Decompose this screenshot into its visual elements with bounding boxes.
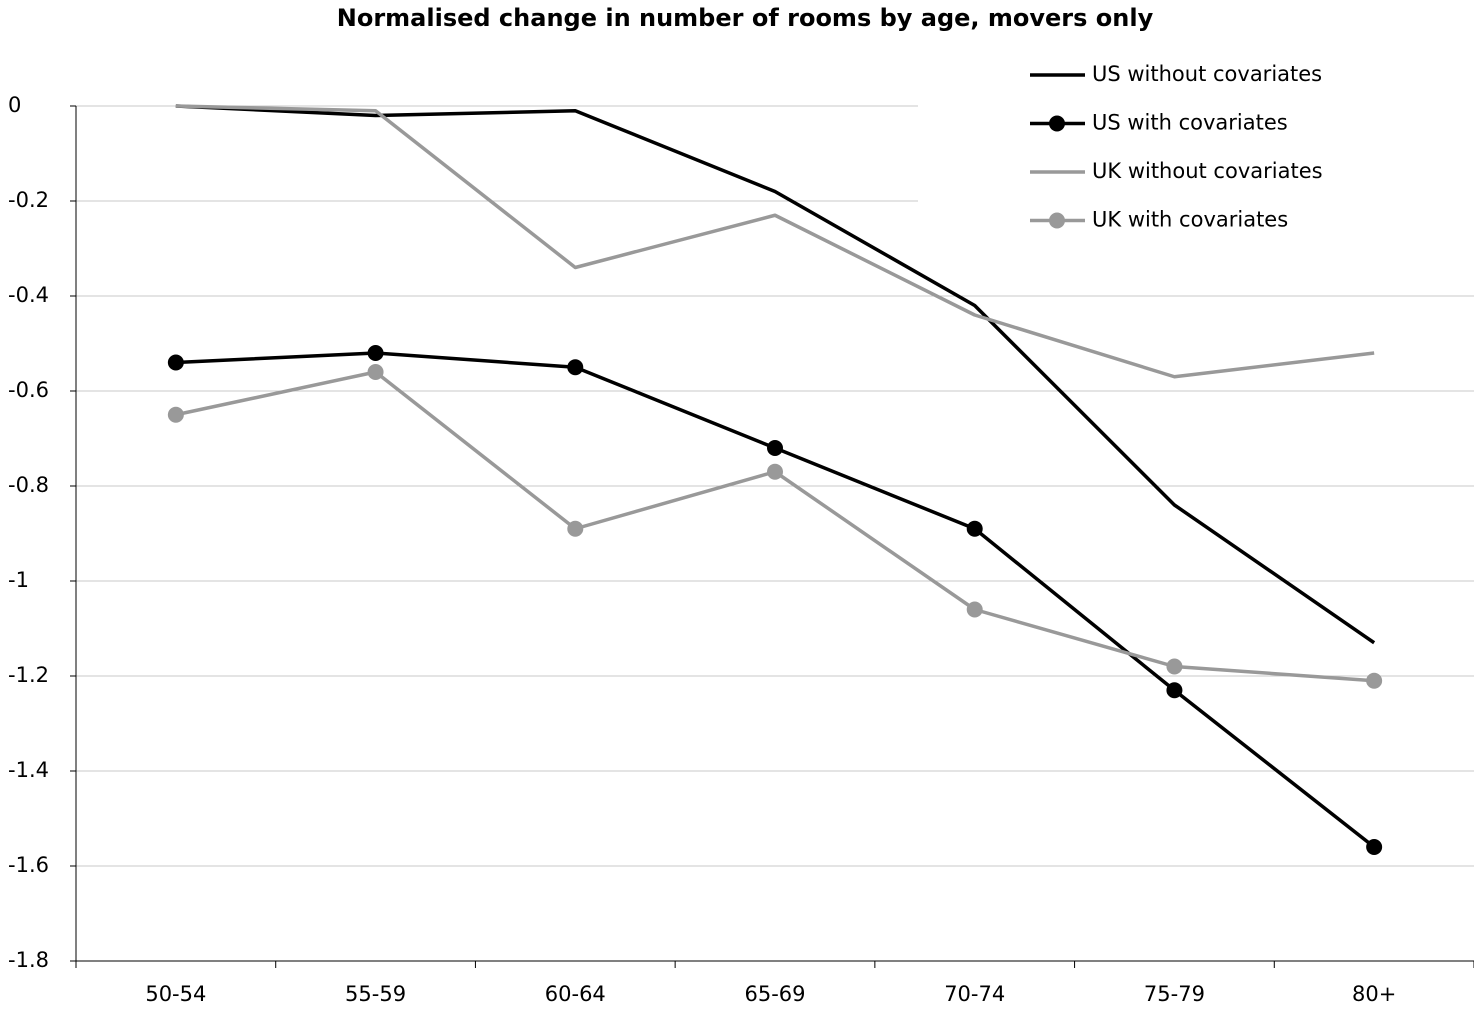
legend-label: US without covariates xyxy=(1092,62,1322,86)
series-marker xyxy=(1166,682,1183,699)
x-tick-label: 55-59 xyxy=(345,982,406,1006)
series-marker xyxy=(966,520,983,537)
legend-label: UK with covariates xyxy=(1092,208,1288,232)
y-tick-label: -1 xyxy=(8,568,29,592)
x-tick-label: 60-64 xyxy=(545,982,606,1006)
y-tick-label: -0.6 xyxy=(8,378,49,402)
x-tick-label: 75-79 xyxy=(1144,982,1205,1006)
y-tick-label: -0.8 xyxy=(8,473,49,497)
chart-title: Normalised change in number of rooms by … xyxy=(337,4,1154,32)
series-line xyxy=(175,104,1375,379)
series-line xyxy=(175,351,1376,849)
series-line xyxy=(175,104,1376,645)
series-marker xyxy=(1366,839,1383,855)
legend-label: US with covariates xyxy=(1092,111,1288,135)
x-tick-label: 80+ xyxy=(1352,982,1396,1006)
series-marker xyxy=(767,463,783,480)
series-marker xyxy=(966,601,983,618)
series-line xyxy=(175,370,1375,683)
series-marker xyxy=(767,440,783,456)
series-marker xyxy=(167,406,184,423)
series-marker xyxy=(1366,672,1383,689)
legend-label: UK without covariates xyxy=(1092,159,1323,183)
series-marker xyxy=(567,359,584,376)
series-marker xyxy=(367,345,384,361)
series-marker xyxy=(1166,658,1183,675)
x-tick-label: 65-69 xyxy=(744,982,805,1006)
y-tick-label: -0.4 xyxy=(8,283,49,307)
y-tick-label: -1.4 xyxy=(8,758,49,782)
y-tick-label: -0.2 xyxy=(8,188,49,212)
x-tick-label: 50-54 xyxy=(145,982,206,1006)
x-tick-label: 70-74 xyxy=(944,982,1005,1006)
series-marker xyxy=(167,354,184,371)
legend-marker xyxy=(1049,115,1065,132)
series-marker xyxy=(367,364,384,380)
y-tick-label: 0 xyxy=(8,93,21,117)
legend-marker xyxy=(1049,212,1065,229)
series-marker xyxy=(567,520,584,537)
legend-background xyxy=(918,55,1474,245)
y-tick-label: -1.6 xyxy=(8,853,49,877)
y-tick-label: -1.2 xyxy=(8,663,49,687)
y-tick-label: -1.8 xyxy=(8,948,49,972)
